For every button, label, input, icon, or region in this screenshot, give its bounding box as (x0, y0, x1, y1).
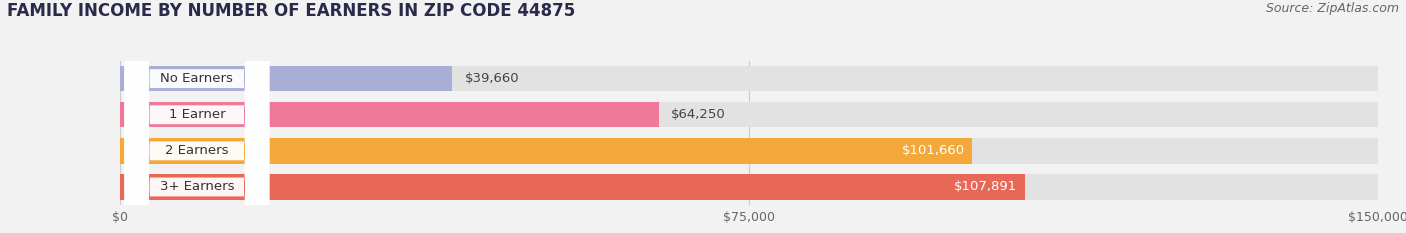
Text: Source: ZipAtlas.com: Source: ZipAtlas.com (1265, 2, 1399, 15)
Bar (120, 138, 973, 164)
Bar (120, 102, 658, 127)
Bar (120, 66, 1378, 91)
Bar (120, 174, 1378, 200)
Text: 2 Earners: 2 Earners (165, 144, 229, 157)
FancyBboxPatch shape (125, 0, 270, 233)
Text: FAMILY INCOME BY NUMBER OF EARNERS IN ZIP CODE 44875: FAMILY INCOME BY NUMBER OF EARNERS IN ZI… (7, 2, 575, 20)
FancyBboxPatch shape (125, 0, 270, 233)
Text: $39,660: $39,660 (465, 72, 519, 85)
Text: $101,660: $101,660 (901, 144, 965, 157)
Text: 3+ Earners: 3+ Earners (160, 181, 235, 193)
Bar (120, 138, 1378, 164)
Text: 1 Earner: 1 Earner (169, 108, 225, 121)
Text: $107,891: $107,891 (953, 181, 1017, 193)
FancyBboxPatch shape (125, 0, 270, 233)
Bar (120, 66, 453, 91)
FancyBboxPatch shape (125, 0, 270, 233)
Bar (120, 174, 1025, 200)
Text: $64,250: $64,250 (671, 108, 725, 121)
Text: No Earners: No Earners (160, 72, 233, 85)
Bar (120, 102, 1378, 127)
